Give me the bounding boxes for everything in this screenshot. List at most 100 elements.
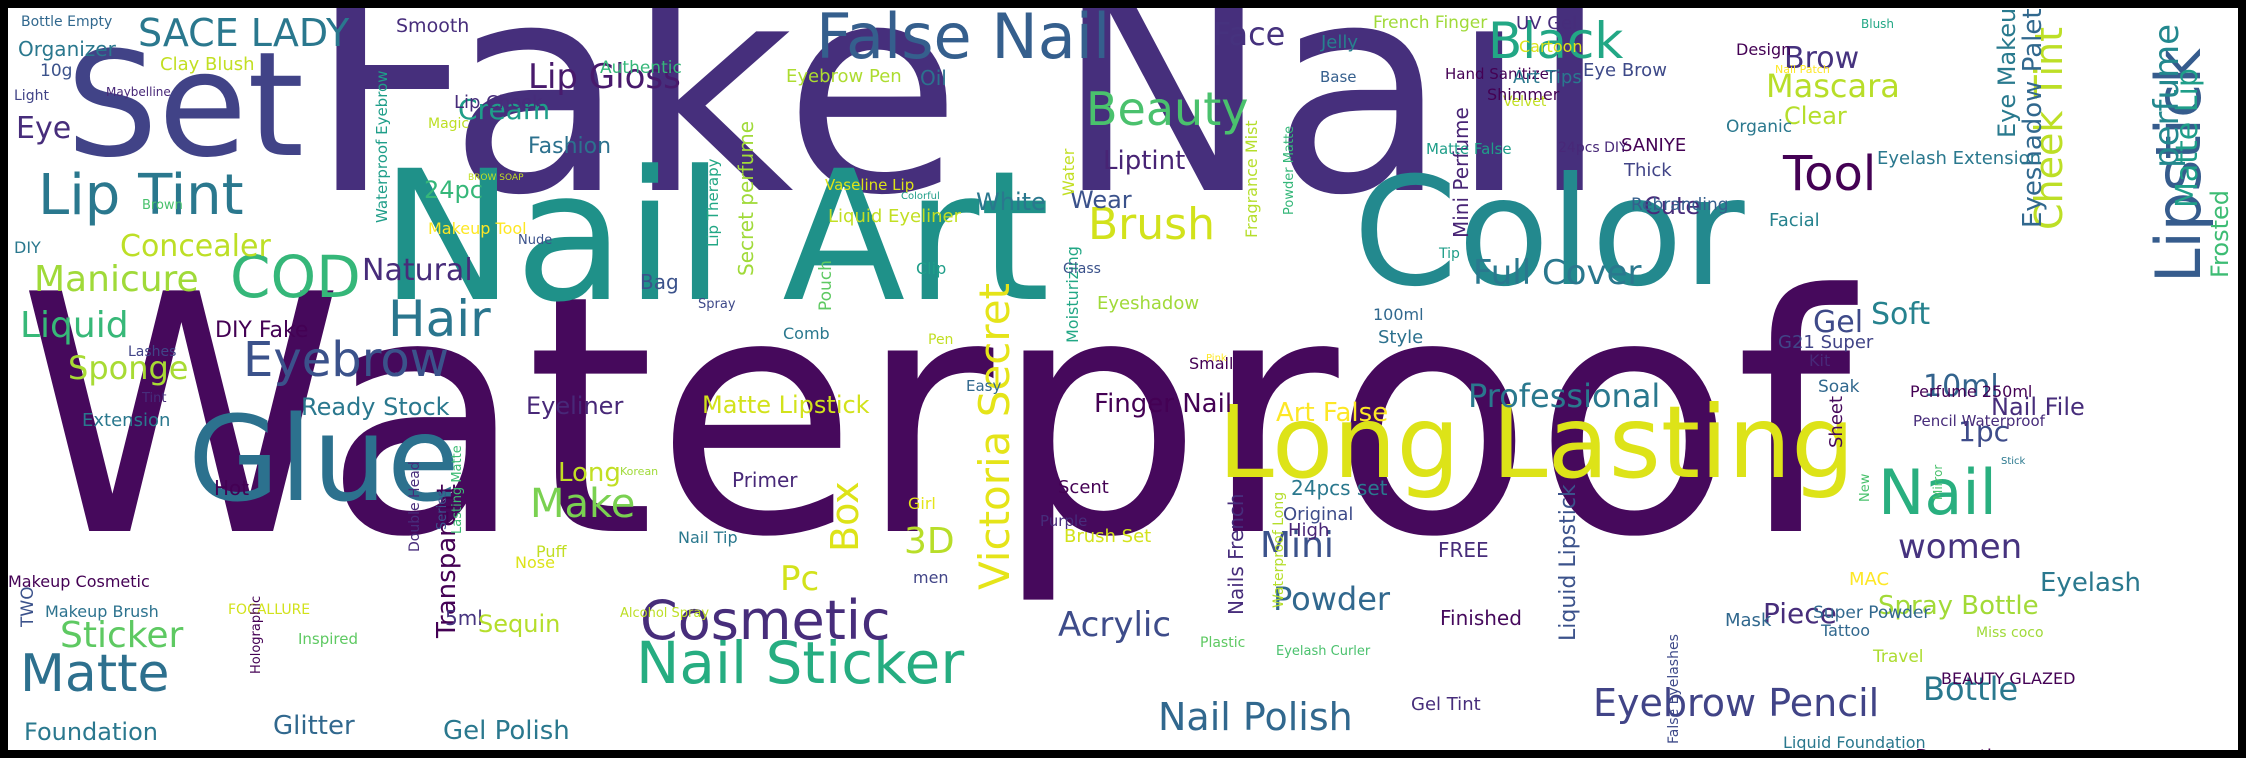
word-ready-stock: Ready Stock (301, 393, 450, 421)
word-manicure: Manicure (34, 259, 199, 300)
word-nude: Nude (518, 233, 553, 248)
word-tattoo: Tattoo (1821, 621, 1871, 640)
word-nose: Nose (515, 553, 555, 572)
word-set: Set (66, 21, 305, 190)
word-eye: Eye (16, 111, 72, 146)
word-matte-lipstick: Matte Lipstick (702, 391, 870, 419)
word-women: women (1898, 527, 2023, 567)
word-organic: Organic (1726, 117, 1793, 137)
word-alcohol-spray: Alcohol Spray (620, 606, 710, 621)
word-frosted: Frosted (2206, 190, 2234, 278)
word-professional: Professional (1468, 377, 1661, 415)
word-makeup-tool: Makeup Tool (428, 219, 527, 238)
word-cod: COD (230, 243, 361, 311)
word-eyelash-extension: Eyelash Extension (1877, 148, 2042, 169)
word-glass: Glass (1063, 261, 1101, 277)
word-extension: Extension (82, 410, 171, 431)
word-eyebrow-pen: Eyebrow Pen (786, 66, 902, 87)
word-brush: Brush (1088, 199, 1215, 250)
word-spray: Spray (698, 297, 736, 312)
word-full-cover: Full Cover (1473, 253, 1642, 293)
word-black: Black (1488, 12, 1624, 70)
word-style: Style (1378, 327, 1424, 348)
word-nails-french: Nails French (1224, 493, 1248, 615)
word-gel-polish: Gel Polish (443, 716, 570, 746)
word-makeup-brush: Makeup Brush (45, 602, 159, 621)
word-10ml: 10ml (1923, 369, 1999, 404)
word-perfume-250ml: Perfume 250ml (1910, 382, 2033, 401)
word-light: Light (14, 88, 49, 104)
word-jelly: Jelly (1321, 32, 1359, 53)
word-uv-gel: UV Gel (1516, 13, 1578, 34)
word-secret-perfume: Secret perfume (734, 120, 758, 276)
word-free: FREE (1438, 538, 1489, 562)
word-purple: Purple (1040, 512, 1088, 530)
word-pc: Pc (780, 559, 820, 599)
word-concealer: Concealer (120, 229, 271, 264)
word-magic: Magic (428, 116, 470, 132)
word-smooth: Smooth (396, 15, 470, 37)
word-girl: Girl (908, 494, 936, 513)
word-make: Make (530, 481, 636, 527)
word-cartoon: Cartoon (1519, 37, 1583, 56)
word-nail-art: Nail Art (380, 133, 1050, 342)
word-scent: Scent (1058, 477, 1109, 498)
word-waterproof-eyebrow: Waterproof Eyebrow (373, 70, 391, 224)
word-two: TWO (18, 586, 38, 627)
word-lip-cheek: Lip Cheek (454, 92, 543, 113)
word-24pc: 24pc (424, 176, 483, 204)
word-piece: Piece (1763, 597, 1837, 630)
word-thick: Thick (1624, 160, 1672, 181)
word-perfume: perfume (2147, 23, 2187, 168)
word-24pcs-set: 24pcs set (1291, 476, 1388, 500)
word-velvet: Velvet (1503, 94, 1547, 110)
word-holographic: Holographic (249, 595, 264, 674)
word-focallure: FOCALLURE (228, 602, 311, 618)
word-art-tips: Art Tips (1513, 67, 1582, 88)
word-color: Color (1353, 146, 1745, 320)
word-wear: Wear (1070, 186, 1132, 214)
word-nail: Nail (1878, 456, 1997, 529)
word-hand-sanitizer: Hand Sanitizer (1445, 65, 1555, 83)
word-nail-sticker: Nail Sticker (636, 629, 965, 697)
word-eye-makeup: Eye Makeup (1993, 8, 2021, 138)
word-lashes: Lashes (128, 344, 177, 360)
word-cosmetic: Cosmetic (640, 589, 891, 652)
word-liquid-lipstick: Liquid Lipstick (1556, 484, 1581, 641)
word-finger-nail: Finger Nail (1094, 389, 1233, 419)
word-primer: Primer (732, 468, 798, 492)
word-bag: Bag (640, 270, 679, 294)
word-natural: Natural (362, 253, 473, 288)
word-white: White (976, 188, 1046, 216)
word-liquid: Liquid (20, 305, 129, 346)
word-oil: Oil (920, 66, 947, 90)
word-spray-bottle: Spray Bottle (1878, 591, 2039, 621)
word-hot: Hot (214, 476, 250, 500)
word-false-eyelashes: False Eyelashes (1666, 634, 1682, 744)
word-clay-blush: Clay Blush (160, 54, 255, 75)
word-eyeshadow-palette: Eyeshadow Palette (2018, 8, 2048, 228)
word-10g: 10g (40, 61, 73, 81)
word-mini: Mini (1260, 525, 1334, 566)
word-water: Water (1059, 148, 1078, 196)
word-maybelline: Maybelline (106, 85, 171, 99)
word-gel-tint: Gel Tint (1411, 694, 1481, 715)
word-makeup-cosmetic: Makeup Cosmetic (8, 572, 150, 591)
word-base: Base (1320, 68, 1357, 86)
word-series: Series (435, 490, 450, 530)
word-eye-brow: Eye Brow (1583, 60, 1667, 81)
word-stick: Stick (2001, 456, 2026, 467)
word-beauty-glazed: BEAUTY GLAZED (1941, 669, 2076, 688)
word-g21-super: G21 Super (1778, 332, 1874, 353)
word-fragrance-mist: Fragrance Mist (1242, 120, 1261, 238)
word-tint: Tint (142, 391, 167, 406)
word-shimmer: Shimmer (1487, 85, 1560, 104)
word-3d: 3D (904, 521, 955, 562)
word-men: men (913, 568, 949, 587)
word-lasting-matte: Lasting Matte (450, 445, 465, 534)
word-art-decoration: Art Decoration (1883, 748, 2014, 751)
word-brow-soap: BROW SOAP (468, 173, 524, 183)
word-plastic: Plastic (1200, 635, 1246, 651)
word-sace-lady: SACE LADY (138, 11, 350, 55)
word-pouch: Pouch (816, 260, 836, 311)
